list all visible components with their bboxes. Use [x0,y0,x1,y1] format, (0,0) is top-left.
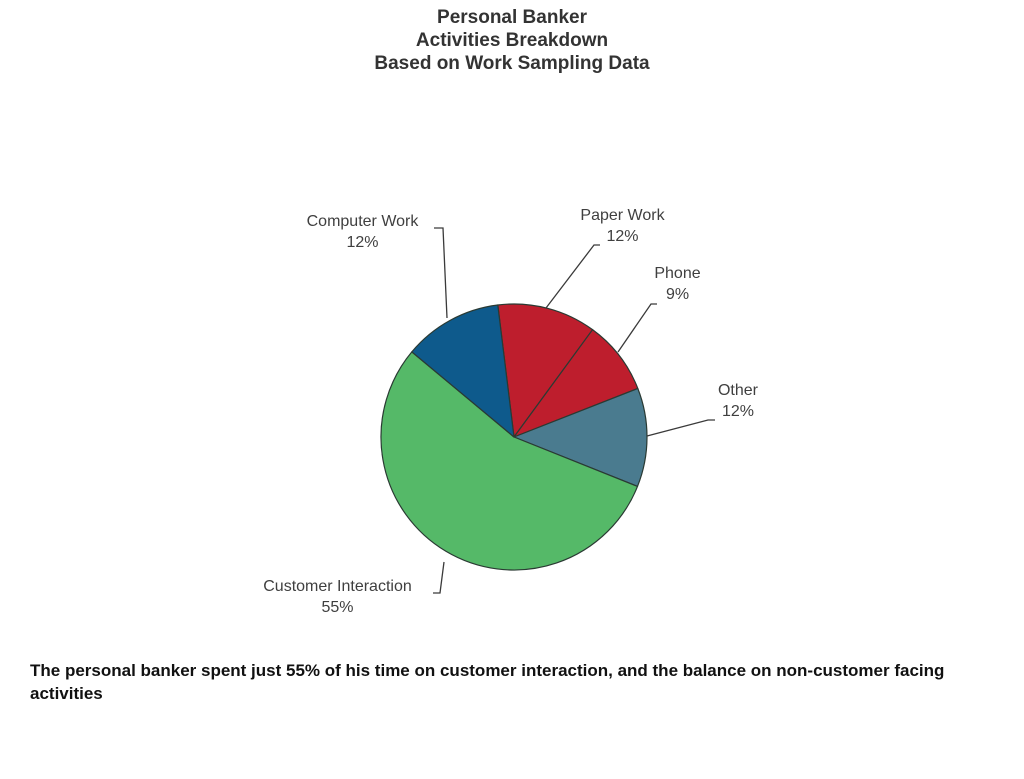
leader-line-other [646,419,715,437]
leader-line-customer-interaction [433,561,445,594]
label-value: 12% [606,228,639,245]
label-computer-work: Computer Work 12% [285,211,440,253]
label-value: 55% [321,599,354,616]
chart-title: Personal Banker Activities Breakdown Bas… [0,6,1024,75]
pie-slice-computer-work [411,304,515,438]
label-other: Other 12% [703,380,773,422]
chart-caption: The personal banker spent just 55% of hi… [30,661,945,703]
title-line-1: Personal Banker [437,7,587,28]
leader-line-paper-work [545,244,600,309]
label-value: 9% [665,286,690,303]
label-value: 12% [721,403,755,420]
label-name: Customer Interaction [263,578,412,595]
pie-slice-customer-interaction [380,351,639,571]
pie-slice-other [513,387,648,487]
leader-line-computer-work [434,227,448,319]
pie-slice-paper-work [497,303,594,438]
label-paper-work: Paper Work 12% [560,205,685,247]
label-name: Paper Work [580,207,665,224]
title-line-2: Activities Breakdown [415,30,609,51]
label-phone: Phone 9% [640,263,715,305]
label-name: Phone [654,265,701,282]
leader-lines [433,227,715,594]
leader-line-phone [617,303,657,353]
label-customer-interaction: Customer Interaction 55% [235,576,440,618]
title-line-3: Based on Work Sampling Data [374,53,650,74]
label-name: Computer Work [306,213,419,230]
pie-slices [380,303,648,571]
label-name: Other [717,382,758,399]
label-value: 12% [346,234,379,251]
